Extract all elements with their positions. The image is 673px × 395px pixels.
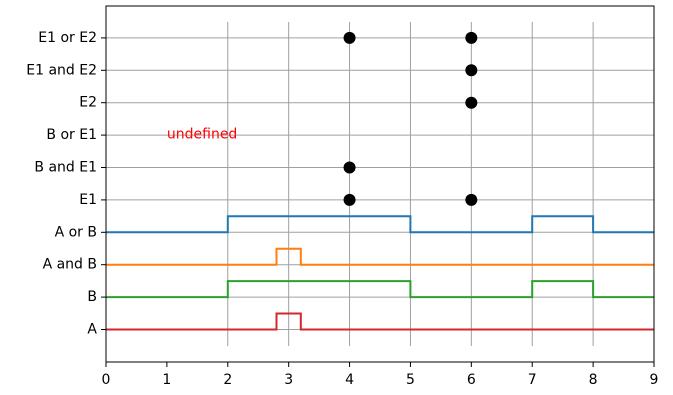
event-point [465,31,478,44]
event-layer [343,31,478,206]
y-tick-label: B and E1 [34,160,97,176]
signal-line [106,247,654,266]
annotation-label: undefined [167,127,237,143]
x-tick-label: 6 [467,372,476,388]
x-tick-label: 5 [406,372,415,388]
y-tick-label: A [87,322,97,338]
event-point [465,64,478,77]
y-tick-label: E2 [79,95,97,111]
y-tick-label: E1 [79,192,97,208]
x-axis: 0 1 2 3 4 5 6 7 8 9 [102,362,659,388]
x-tick-label: 7 [528,372,537,388]
y-tick-label: B [87,289,97,305]
signal-layer [106,215,654,331]
x-tick-label: 4 [345,372,354,388]
y-axis: A B A and B A or B E1 B and E1 B or E1 E2 E1 and… [26,30,106,338]
signal-line [106,215,654,234]
y-tick-label: B or E1 [46,127,97,143]
y-tick-label: A and B [43,257,97,273]
y-tick-label: A or B [55,224,97,240]
x-tick-label: 8 [589,372,598,388]
x-tick-label: 2 [223,372,232,388]
event-point [465,96,478,109]
y-tick-label: E1 or E2 [38,30,97,46]
x-tick-label: 0 [102,372,111,388]
event-point [465,193,478,206]
signal-line [106,280,654,299]
plot-frame [105,5,655,363]
event-point [343,193,356,206]
signal-line [106,312,654,331]
y-tick-label: E1 and E2 [26,62,97,78]
event-point [343,31,356,44]
x-tick-label: 9 [650,372,659,388]
event-point [343,161,356,174]
annotation-layer: undefined [167,127,237,143]
x-tick-label: 1 [162,372,171,388]
x-tick-label: 3 [284,372,293,388]
